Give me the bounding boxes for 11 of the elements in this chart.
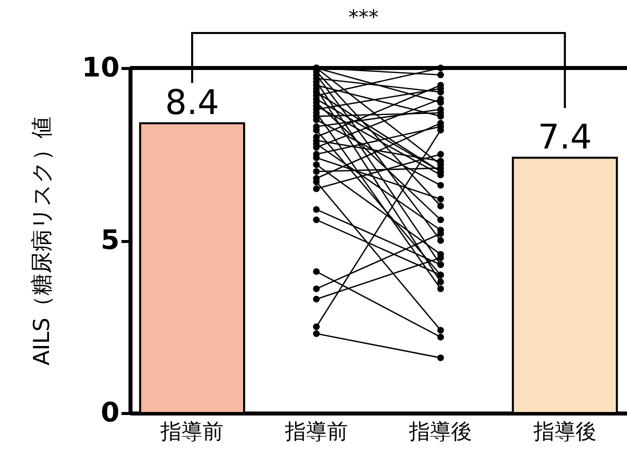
x-tick-label: 指導前 — [284, 420, 348, 444]
y-axis-title: AILS（糖尿病リスク）値 — [30, 116, 55, 366]
y-tick-label: 5 — [100, 225, 120, 256]
x-tick-label: 指導後 — [408, 420, 472, 444]
y-tick-label: 0 — [100, 398, 120, 428]
y-tick-label: 10 — [82, 52, 120, 84]
x-tick-label: 指導後 — [532, 420, 596, 444]
data-label: 8.4 — [165, 83, 220, 124]
text: *** — [348, 5, 378, 29]
x-tick-label: 指導前 — [160, 420, 224, 444]
data-label: 7.4 — [538, 118, 592, 158]
